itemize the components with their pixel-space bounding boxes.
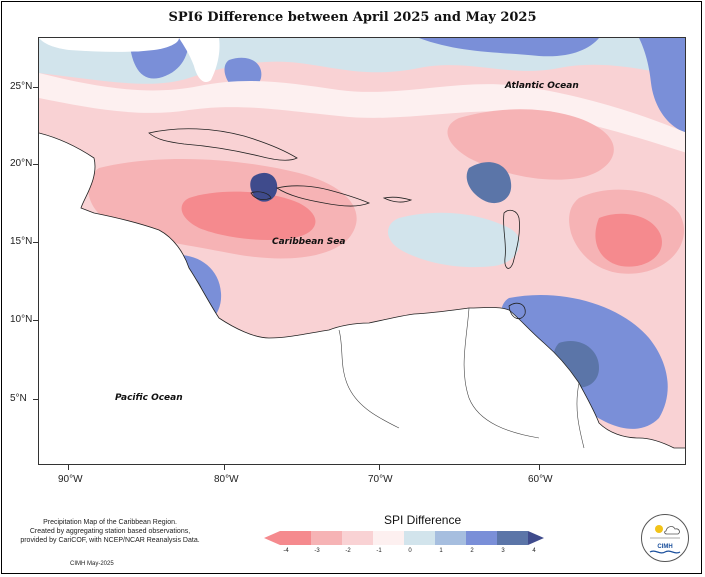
dry-core-caribbean [181,191,316,240]
cloud-icon [664,526,680,535]
legend-cell [342,531,373,545]
dry-core-east-atlantic [595,213,662,267]
lon-tick [539,465,540,470]
coastline-mainland [39,132,685,449]
lat-tick [33,399,38,400]
credits-line-3: provided by CariCOF, with NCEP/NCAR Rean… [20,537,200,544]
legend-tick-label: -2 [345,548,351,554]
cimh-logo: CIMH [641,514,689,562]
legend-title: SPI Difference [384,513,462,527]
lon-tick [379,465,380,470]
legend-cell [373,531,404,545]
label-atlantic-ocean: Atlantic Ocean [505,81,579,91]
lon-label-70w: 70°W [368,474,393,485]
wet-zone-east [639,38,685,133]
credits-line-1: Precipitation Map of the Caribbean Regio… [43,519,177,526]
sun-icon [655,525,663,533]
map-panel [38,37,686,465]
island-puerto-rico [382,196,413,203]
land-florida [179,38,220,83]
wet-zone-windward [387,212,520,268]
wet-core-jamaica [250,172,278,202]
lat-tick [33,320,38,321]
cimh-logo-emblem [649,525,681,554]
wet-core-leeward [466,162,512,204]
lon-tick [224,465,225,470]
legend-tick-label: 2 [470,548,474,554]
legend-tick-label: -1 [376,548,382,554]
neutral-band [39,73,685,153]
credits-date: CIMH May-2025 [70,561,114,567]
cimh-logo-text: CIMH [657,544,673,550]
island-cuba [148,128,298,161]
spi-map [39,38,685,464]
legend-cell [404,531,435,545]
land-usa-gulf [39,38,179,52]
legend-tick-label: 0 [408,548,412,554]
islands-lesser-antilles [503,209,520,269]
dry-zone-atlantic [447,109,614,180]
label-pacific-ocean: Pacific Ocean [115,393,183,403]
island-hispaniola [276,185,371,207]
lat-tick [33,242,38,243]
lat-label-10n: 10°N [10,314,33,325]
lon-label-90w: 90°W [58,474,83,485]
legend-cell [497,531,528,545]
lon-label-60w: 60°W [528,474,553,485]
legend-tick-label: 1 [439,548,443,554]
credits-line-2: Created by aggregating station based obs… [29,528,191,535]
lat-tick [33,164,38,165]
land-mexico [39,133,87,203]
lat-tick [33,87,38,88]
island-jamaica [250,191,272,200]
legend-arrow-left [264,531,280,545]
wave-icon [649,550,681,554]
legend-tick-label: -3 [314,548,320,554]
island-trinidad [508,302,526,320]
wet-zone-north-atlantic [419,38,599,57]
lat-label-20n: 20°N [10,158,33,169]
legend-tick-label: 3 [501,548,505,554]
land-south-america [39,133,685,464]
legend-cell [311,531,342,545]
legend-cell [435,531,466,545]
lon-label-80w: 80°W [214,474,239,485]
legend-cell [466,531,497,545]
credits: Precipitation Map of the Caribbean Regio… [10,518,210,545]
lon-tick [68,465,69,470]
lat-label-5n: 5°N [10,393,27,404]
legend-tick-label: -4 [283,548,289,554]
national-borders [338,307,585,449]
label-caribbean-sea: Caribbean Sea [272,237,346,247]
map-title: SPI6 Difference between April 2025 and M… [168,10,537,25]
legend-colorbar [264,531,544,545]
legend-tick-label: 4 [532,548,536,554]
legend-cell [280,531,311,545]
lat-label-15n: 15°N [10,236,33,247]
lat-label-25n: 25°N [10,81,33,92]
legend-arrow-right [528,531,544,545]
